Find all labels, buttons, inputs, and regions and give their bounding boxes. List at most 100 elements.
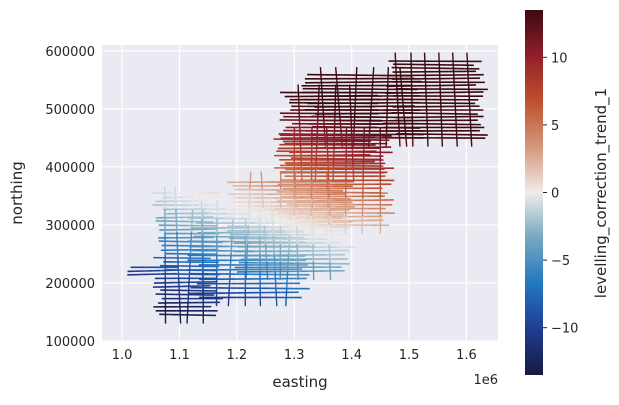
survey-line-segment (329, 226, 330, 244)
survey-line-segment (300, 133, 301, 149)
survey-line-segment (301, 149, 302, 165)
x-tick-label: 1.0 (112, 348, 133, 363)
survey-line-segment (355, 94, 356, 107)
survey-line-segment (455, 100, 456, 116)
survey-line-segment (373, 67, 374, 80)
survey-line-segment (330, 216, 331, 234)
survey-line-segment (320, 67, 321, 80)
survey-line-segment (442, 131, 443, 147)
survey-line-segment (276, 289, 277, 307)
survey-line-segment (353, 133, 354, 146)
colorbar-tick-label: 0 (551, 187, 559, 202)
survey-line-segment (315, 165, 316, 181)
survey-line-segment (426, 84, 427, 100)
survey-line-segment (441, 100, 442, 116)
survey-line-segment (229, 271, 230, 289)
survey-line-segment (372, 80, 373, 93)
survey-line-segment (355, 107, 356, 120)
survey-line-segment (396, 68, 397, 84)
survey-line-segment (329, 198, 330, 216)
survey-line-segment (398, 100, 399, 116)
survey-line-segment (250, 172, 251, 190)
survey-line-segment (369, 120, 370, 133)
survey-line-segment (453, 53, 454, 69)
survey-line-segment (398, 115, 399, 131)
survey-line-segment (247, 244, 248, 262)
survey-line-segment (467, 53, 468, 69)
survey-line-segment (427, 131, 428, 147)
survey-line-segment (329, 244, 330, 262)
survey-line-segment (329, 181, 330, 199)
survey-line-segment (356, 67, 357, 80)
survey-line-segment (298, 262, 299, 280)
colorbar-tick-label: 10 (551, 51, 568, 66)
survey-line-segment (298, 84, 299, 100)
survey-line-segment (425, 53, 426, 69)
x-tick-label: 1.6 (456, 348, 477, 363)
y-tick-label: 100000 (45, 335, 95, 350)
x-tick-label: 1.1 (169, 348, 190, 363)
survey-line-segment (426, 100, 427, 116)
survey-line-segment (397, 84, 398, 100)
survey-line-segment (177, 232, 178, 255)
survey-line-segment (249, 190, 250, 208)
y-tick-label: 400000 (45, 161, 95, 176)
survey-line-segment (441, 115, 442, 131)
survey-line-segment (178, 255, 179, 278)
survey-line-segment (440, 84, 441, 100)
x-tick-label: 1.3 (284, 348, 305, 363)
survey-line-segment (176, 209, 177, 232)
survey-line-segment (356, 80, 357, 93)
survey-line-segment (425, 68, 426, 84)
y-tick-label: 600000 (45, 45, 95, 60)
colorbar (525, 10, 543, 375)
x-axis-label: easting (272, 373, 327, 391)
survey-line-segment (353, 165, 354, 181)
survey-line-segment (470, 115, 471, 131)
survey-line-segment (468, 68, 469, 84)
survey-line-segment (299, 117, 300, 133)
colorbar-label: levelling_correction_trend_1 (592, 88, 611, 298)
survey-line-segment (175, 186, 176, 209)
survey-line-segment (230, 253, 231, 271)
survey-line-segment (272, 201, 273, 219)
survey-line-segment (179, 278, 180, 301)
y-tick-labels: 100000 200000 300000 400000 500000 600000 (45, 45, 95, 350)
survey-line-segment (321, 80, 322, 93)
survey-line-segment (352, 133, 353, 149)
survey-line-segment (369, 133, 370, 146)
survey-line-segment (399, 131, 400, 147)
survey-line-segment (248, 226, 249, 244)
survey-line-segment (297, 244, 298, 262)
survey-line-segment (248, 208, 249, 226)
y-tick-label: 300000 (45, 219, 95, 234)
survey-line-segment (286, 289, 287, 307)
survey-line-segment (246, 262, 247, 280)
colorbar-tick-label: −10 (551, 322, 578, 337)
survey-line-segment (454, 84, 455, 100)
survey-line-segment (288, 253, 289, 271)
survey-line-segment (323, 107, 324, 120)
x-tick-label: 1.2 (227, 348, 248, 363)
survey-line-segment (456, 131, 457, 147)
survey-line-segment (370, 107, 371, 120)
colorbar-tick-label: 5 (551, 119, 559, 134)
y-tick-label: 200000 (45, 277, 95, 292)
survey-line-segment (453, 68, 454, 84)
survey-line-segment (317, 133, 318, 149)
survey-line-segment (228, 289, 229, 307)
survey-line-segment (395, 53, 396, 69)
survey-line-segment (330, 262, 331, 280)
survey-line-segment (427, 115, 428, 131)
survey-line-segment (371, 94, 372, 107)
survey-line-segment (275, 271, 276, 289)
survey-line-segment (180, 301, 181, 324)
survey-line-segment (287, 271, 288, 289)
survey-line-segment (456, 115, 457, 131)
survey-line-segment (468, 84, 469, 100)
y-tick-label: 500000 (45, 103, 95, 118)
